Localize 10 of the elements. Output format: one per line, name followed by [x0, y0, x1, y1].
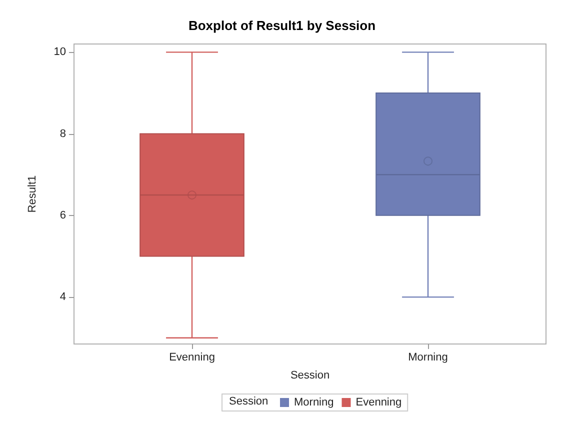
y-tick-label: 4: [60, 291, 66, 304]
x-axis-title: Session: [290, 370, 330, 382]
y-tick-label: 6: [60, 209, 66, 222]
y-tick-label: 8: [60, 128, 66, 140]
y-axis-title: Result1: [26, 175, 38, 213]
chart-title: Boxplot of Result1 by Session: [188, 18, 376, 33]
legend-label: Evenning: [356, 396, 402, 408]
y-tick-label: 10: [54, 46, 66, 58]
legend-label: Morning: [294, 396, 334, 408]
legend-title: Session: [229, 396, 268, 408]
